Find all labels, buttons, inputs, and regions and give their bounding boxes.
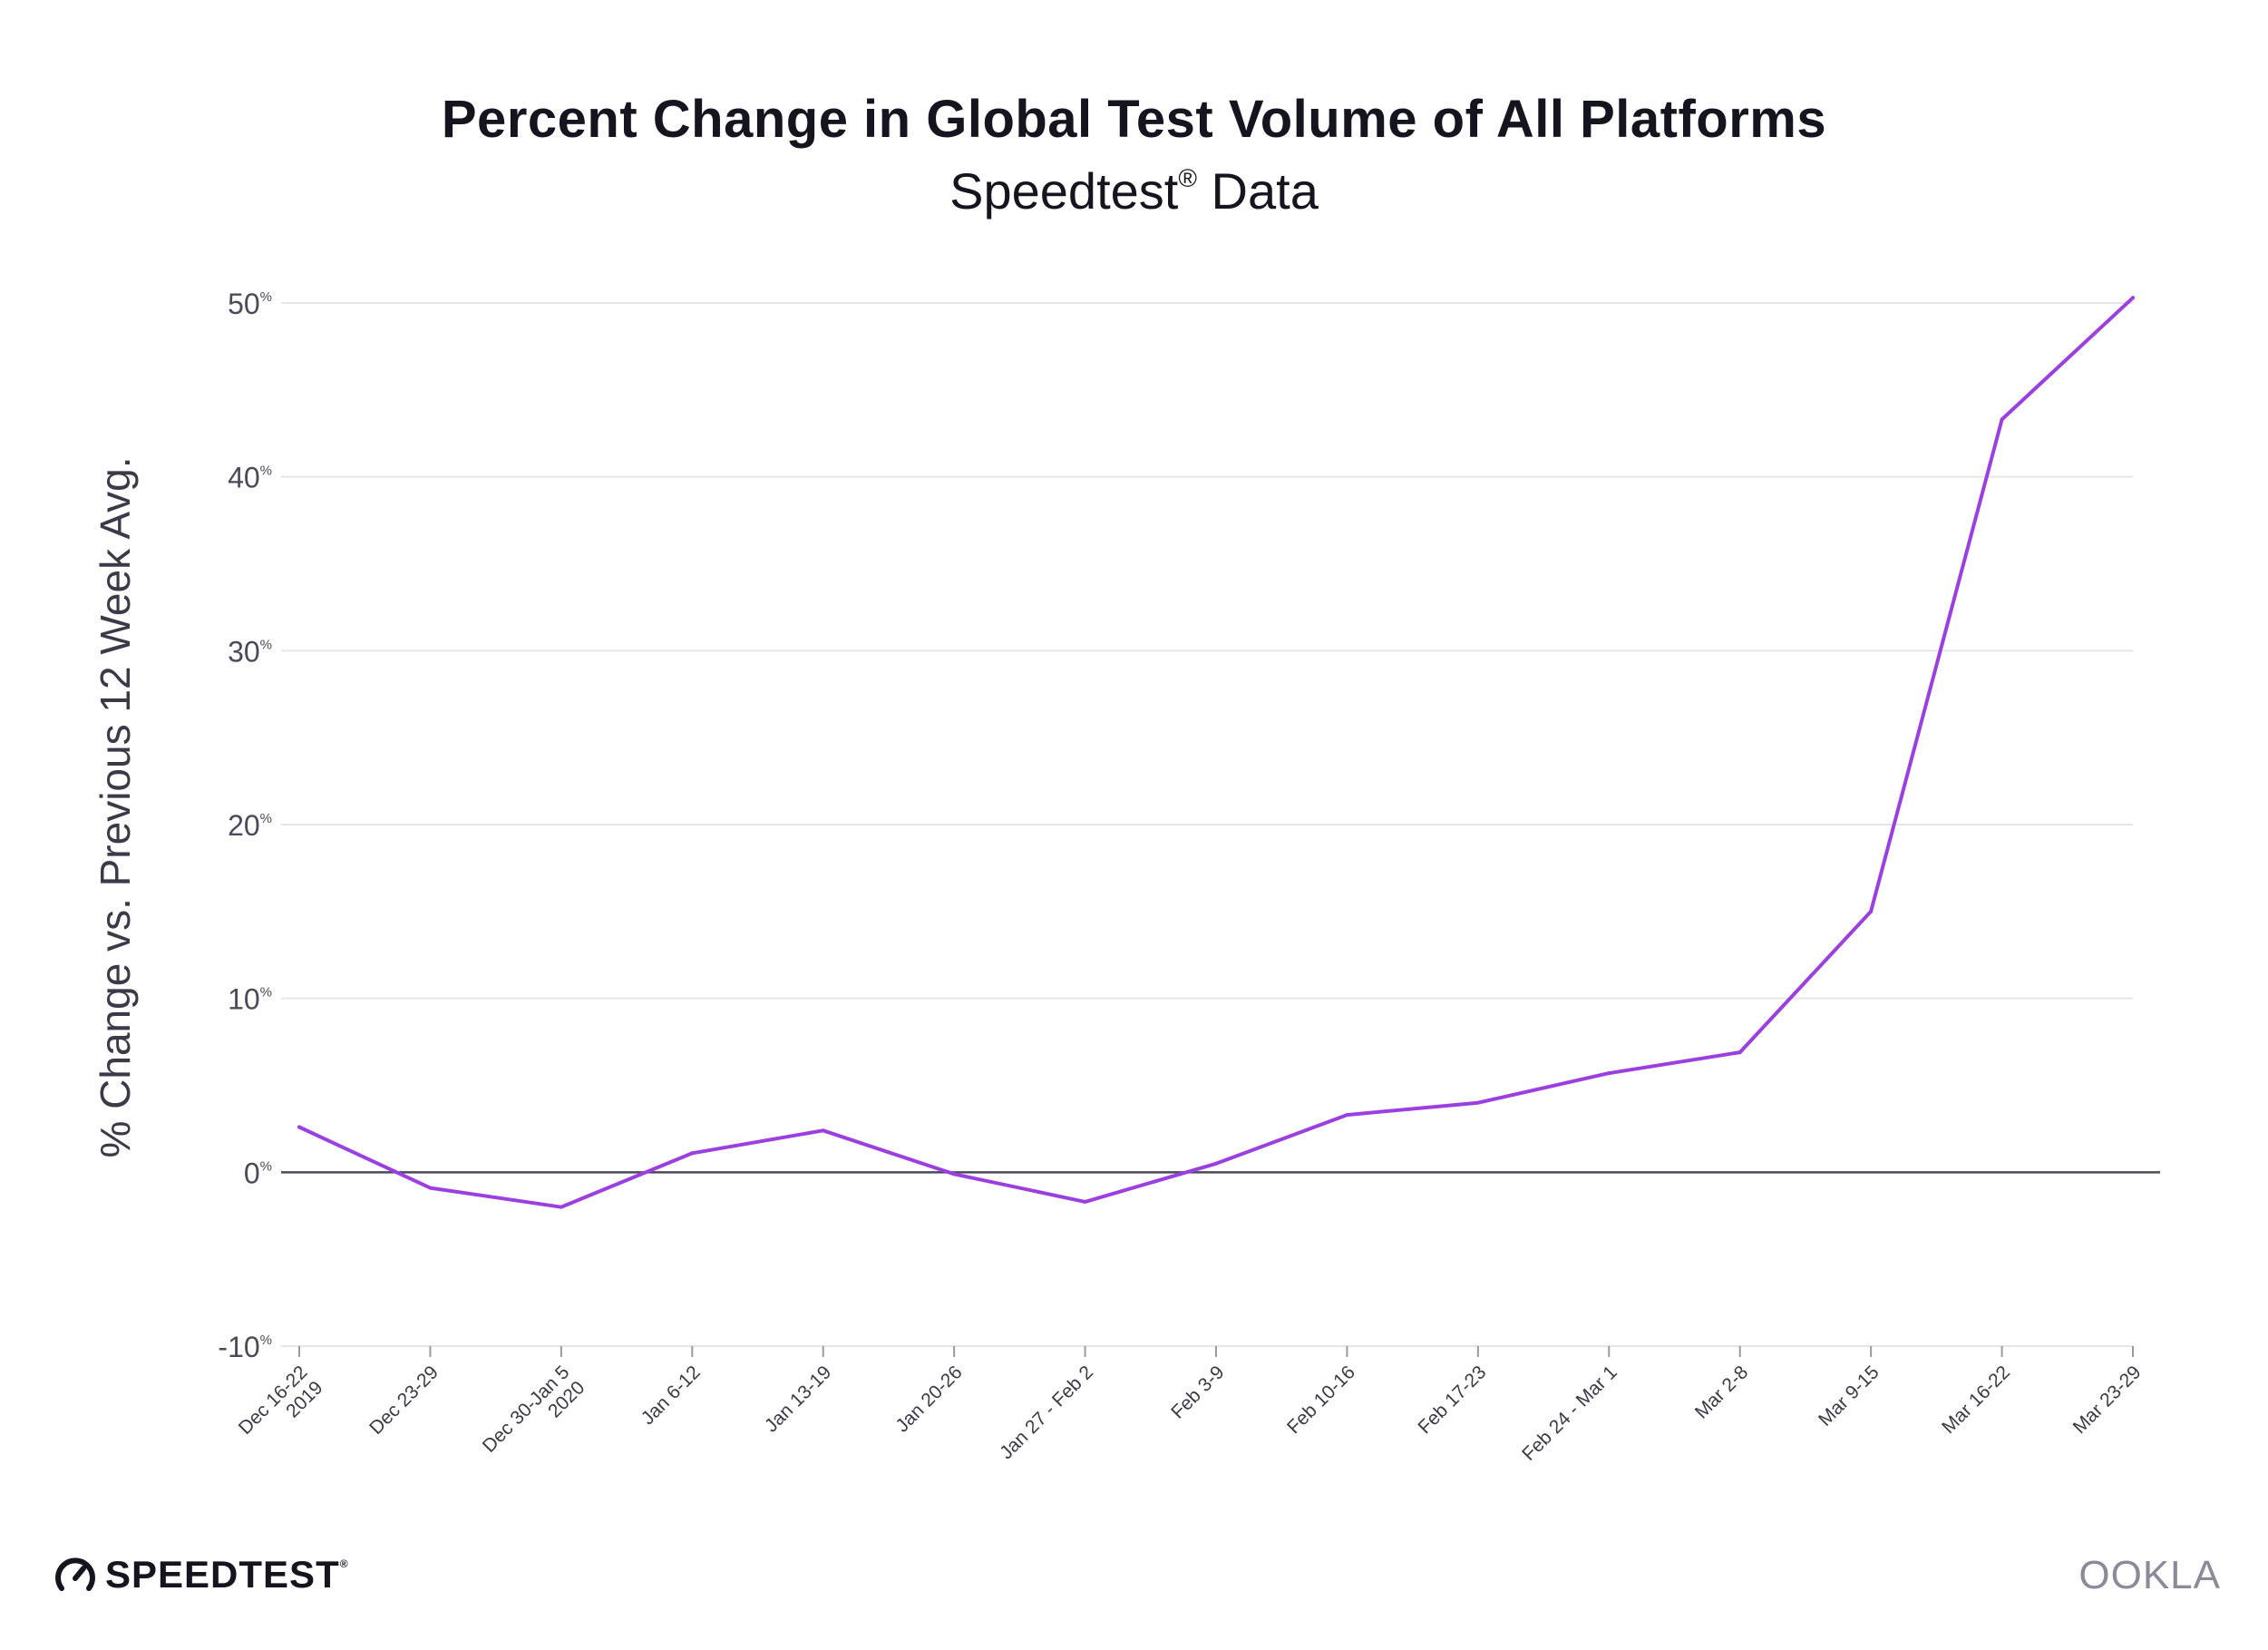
x-tick-label: Mar 23-29 — [2069, 1362, 2146, 1438]
x-tick-label-line: Jan 27 - Feb 2 — [996, 1362, 1097, 1463]
data-point — [690, 1151, 695, 1156]
y-tick-unit: % — [260, 637, 272, 652]
data-point — [2000, 417, 2004, 422]
x-tick-label: Jan 27 - Feb 2 — [996, 1362, 1097, 1463]
data-point — [1607, 1071, 1611, 1076]
y-tick-label: 50% — [228, 288, 272, 320]
x-tick-label: Feb 10-16 — [1283, 1362, 1359, 1438]
x-tick-label: Jan 13-19 — [761, 1362, 835, 1436]
y-tick-unit: % — [260, 811, 272, 826]
speedometer-icon — [55, 1557, 95, 1591]
y-tick-label: 30% — [228, 635, 272, 668]
x-tick-label: Feb 3-9 — [1167, 1362, 1228, 1422]
data-point — [1083, 1199, 1087, 1204]
y-tick-label: 0% — [244, 1157, 272, 1189]
y-tick-unit: % — [260, 289, 272, 305]
gridlines — [281, 302, 2160, 1347]
x-tick-label-line: Feb 24 - Mar 1 — [1518, 1362, 1621, 1465]
subtitle-rest: Data — [1196, 162, 1319, 220]
chart-subtitle: Speedtest® Data — [0, 161, 2268, 220]
data-point — [1345, 1113, 1349, 1118]
y-tick-label: 20% — [228, 809, 272, 842]
subtitle-registered-mark: ® — [1178, 164, 1197, 192]
x-tick-label-line: Mar 16-22 — [1938, 1362, 2014, 1438]
x-tick-label: Feb 17-23 — [1414, 1362, 1490, 1438]
x-tick-label: Dec 23-29 — [365, 1362, 443, 1439]
chart-title: Percent Change in Global Test Volume of … — [441, 90, 1827, 149]
x-tick-label: Mar 2-8 — [1691, 1362, 1752, 1422]
data-point — [1738, 1050, 1742, 1055]
x-tick-label-line: Mar 23-29 — [2069, 1362, 2146, 1438]
data-point — [428, 1186, 433, 1190]
data-point — [821, 1128, 825, 1133]
speedtest-registered-mark: ® — [339, 1557, 349, 1570]
subtitle-main: Speedtest — [949, 162, 1179, 220]
y-tick-unit: % — [260, 1333, 272, 1348]
x-tick-label-line: Jan 6-12 — [638, 1362, 705, 1429]
speedtest-logo: SPEEDTEST® — [54, 1553, 349, 1596]
x-tick-label-line: Mar 9-15 — [1815, 1362, 1884, 1430]
data-point — [559, 1205, 563, 1209]
series-line — [297, 296, 2135, 1209]
x-tick-label-line: Feb 3-9 — [1167, 1362, 1228, 1422]
speedtest-wordmark-text: SPEEDTEST — [105, 1553, 340, 1596]
data-point — [1869, 909, 1874, 913]
y-tick-label: 40% — [228, 462, 272, 494]
x-tick-label-line: Mar 2-8 — [1691, 1362, 1752, 1422]
y-tick-label: -10% — [218, 1331, 272, 1363]
x-tick-label: Jan 6-12 — [638, 1362, 705, 1429]
x-tick-label-line: Jan 20-26 — [891, 1362, 966, 1436]
data-point — [297, 1125, 301, 1129]
x-tick-label: Jan 20-26 — [891, 1362, 966, 1436]
ookla-logo: OOKLA — [2078, 1553, 2221, 1597]
y-tick-unit: % — [260, 1158, 272, 1174]
x-tick-label-line: Feb 10-16 — [1283, 1362, 1359, 1438]
x-tick-label-line: Jan 13-19 — [761, 1362, 835, 1436]
y-axis-label: % Change vs. Previous 12 Week Avg. — [92, 456, 139, 1157]
data-point — [952, 1172, 957, 1176]
y-tick-label: 10% — [228, 983, 272, 1016]
data-point — [1475, 1100, 1480, 1105]
y-axis-ticks: 50% 40% 30% 20% 10% 0% -10% — [218, 288, 272, 1363]
y-tick-unit: % — [260, 985, 272, 1001]
x-tick-label: Feb 24 - Mar 1 — [1518, 1362, 1621, 1465]
speedtest-wordmark: SPEEDTEST® — [105, 1553, 349, 1596]
series-layer — [297, 296, 2135, 1209]
y-tick-unit: % — [260, 464, 272, 479]
x-tick-label: Mar 9-15 — [1815, 1362, 1884, 1430]
x-tick-label-line: Dec 23-29 — [365, 1362, 443, 1439]
x-tick-label-line: Feb 17-23 — [1414, 1362, 1490, 1438]
data-point — [2131, 296, 2135, 300]
data-point — [1214, 1161, 1218, 1166]
x-tick-label: Mar 16-22 — [1938, 1362, 2014, 1438]
